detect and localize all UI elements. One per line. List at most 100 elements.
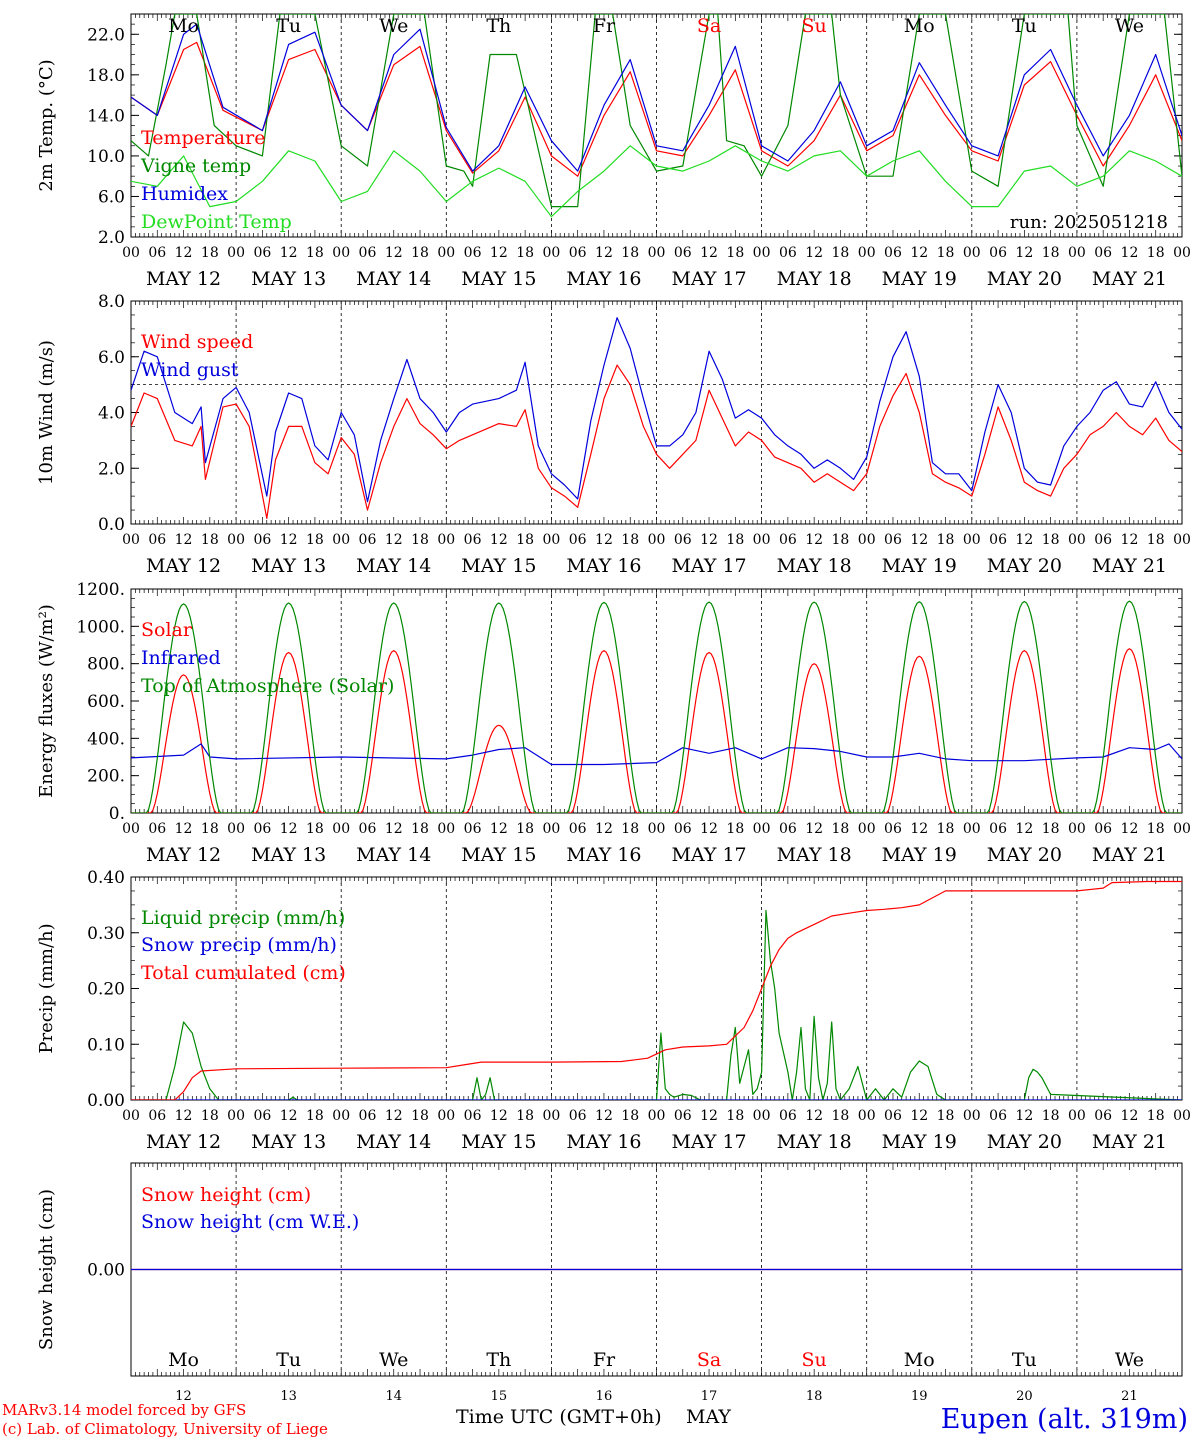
y-tick-label: 0.00 xyxy=(87,1261,125,1281)
y-tick-label: 2.0 xyxy=(98,459,125,479)
day-number-label: 12 xyxy=(175,1389,192,1404)
hour-tick-label: 12 xyxy=(385,532,403,548)
hour-tick-label: 06 xyxy=(1094,1108,1112,1124)
weekday-label: We xyxy=(1115,15,1144,37)
weekday-label: Mo xyxy=(904,1349,935,1371)
hour-tick-label: 12 xyxy=(1015,1108,1033,1124)
hour-tick-label: 06 xyxy=(569,532,587,548)
series-line-wind-0 xyxy=(131,364,1182,520)
y-tick-label: 22.0 xyxy=(87,25,125,45)
time-axis-label: Time UTC (GMT+0h) xyxy=(456,1406,662,1428)
day-number-label: 14 xyxy=(385,1389,402,1404)
hour-tick-label: 12 xyxy=(280,1108,298,1124)
y-tick-label: 4.0 xyxy=(98,404,125,424)
weekday-label: Tu xyxy=(1012,15,1037,37)
legend-label: Snow height (cm W.E.) xyxy=(141,1211,359,1233)
hour-tick-label: 00 xyxy=(1173,532,1191,548)
hour-tick-label: 18 xyxy=(726,245,744,261)
weekday-label: Fr xyxy=(593,15,616,37)
hour-tick-label: 18 xyxy=(516,1108,534,1124)
day-number-label: 13 xyxy=(280,1389,297,1404)
hour-tick-label: 18 xyxy=(516,821,534,837)
hour-tick-label: 12 xyxy=(805,821,823,837)
date-label: MAY 12 xyxy=(146,844,221,866)
y-tick-label: 0.00 xyxy=(87,1091,125,1111)
plot-frame xyxy=(130,13,1183,238)
date-label: MAY 20 xyxy=(987,268,1062,290)
date-label: MAY 18 xyxy=(777,268,852,290)
weekday-label: Tu xyxy=(1012,1349,1037,1371)
legend-label: Snow height (cm) xyxy=(141,1184,311,1206)
hour-tick-label: 00 xyxy=(648,245,666,261)
hour-tick-label: 12 xyxy=(385,245,403,261)
hour-tick-label: 18 xyxy=(1042,532,1060,548)
hour-tick-label: 06 xyxy=(779,1108,797,1124)
date-label: MAY 17 xyxy=(671,1131,746,1153)
hour-tick-label: 12 xyxy=(1015,821,1033,837)
date-label: MAY 21 xyxy=(1092,268,1167,290)
hour-tick-label: 06 xyxy=(989,245,1007,261)
hour-tick-label: 18 xyxy=(937,1108,955,1124)
hour-tick-label: 00 xyxy=(227,245,245,261)
hour-tick-label: 12 xyxy=(595,532,613,548)
hour-tick-label: 12 xyxy=(700,1108,718,1124)
hour-tick-label: 12 xyxy=(595,245,613,261)
hour-tick-label: 12 xyxy=(385,821,403,837)
weekday-label: We xyxy=(1115,1349,1144,1371)
weekday-label: Mo xyxy=(904,15,935,37)
series-line-temperature-2 xyxy=(131,23,1182,172)
hour-tick-label: 18 xyxy=(621,821,639,837)
y-tick-label: 10.0 xyxy=(87,147,125,167)
date-label: MAY 21 xyxy=(1092,555,1167,577)
legend-label: Humidex xyxy=(141,183,228,205)
panel-temperature: 2.0 6.0 10.0 14.0 18.0 22.0 2m Temp. (°C) Tempe… xyxy=(36,13,1191,290)
weekday-label: Mo xyxy=(168,15,199,37)
date-label: MAY 13 xyxy=(251,268,326,290)
panel-snow: 0.00 Snow height (cm) Snow height (cm) Snow… xyxy=(36,1162,1183,1404)
hour-tick-label: 00 xyxy=(122,821,140,837)
day-number-label: 15 xyxy=(491,1389,508,1404)
hour-tick-label: 12 xyxy=(910,821,928,837)
hour-tick-label: 00 xyxy=(858,245,876,261)
date-label: MAY 12 xyxy=(146,268,221,290)
legend-label: Temperature xyxy=(141,127,265,149)
hour-tick-label: 06 xyxy=(989,1108,1007,1124)
hour-tick-label: 18 xyxy=(621,245,639,261)
hour-tick-label: 06 xyxy=(253,245,271,261)
hour-tick-label: 18 xyxy=(306,532,324,548)
legend-label: Snow precip (mm/h) xyxy=(141,934,337,956)
series-line-wind-1 xyxy=(131,317,1182,503)
date-label: MAY 19 xyxy=(882,1131,957,1153)
hour-tick-label: 06 xyxy=(884,1108,902,1124)
hour-tick-label: 12 xyxy=(805,532,823,548)
series-line-precip-0 xyxy=(131,909,1182,1100)
hour-tick-label: 18 xyxy=(1147,821,1165,837)
hour-tick-label: 18 xyxy=(726,1108,744,1124)
hour-tick-label: 06 xyxy=(359,1108,377,1124)
legend-label: Infrared xyxy=(141,647,221,669)
hour-tick-label: 18 xyxy=(1042,821,1060,837)
panel-wind: 0.0 2.0 4.0 6.0 8.0 10m Wind (m/s) Wind speed W… xyxy=(36,292,1191,577)
y-axis-label: Precip (mm/h) xyxy=(36,923,57,1053)
hour-tick-label: 12 xyxy=(280,532,298,548)
legend-label: Total cumulated (cm) xyxy=(141,962,346,984)
hour-tick-label: 12 xyxy=(910,1108,928,1124)
hour-tick-label: 06 xyxy=(569,1108,587,1124)
date-label: MAY 15 xyxy=(461,844,536,866)
hour-tick-label: 18 xyxy=(832,532,850,548)
hour-tick-label: 12 xyxy=(1121,1108,1139,1124)
hour-tick-label: 18 xyxy=(411,532,429,548)
hour-tick-label: 00 xyxy=(963,821,981,837)
legend-label: Solar xyxy=(141,619,193,641)
hour-tick-label: 00 xyxy=(332,1108,350,1124)
hour-tick-label: 06 xyxy=(253,1108,271,1124)
hour-tick-label: 00 xyxy=(1068,1108,1086,1124)
hour-tick-label: 18 xyxy=(937,532,955,548)
hour-tick-label: 00 xyxy=(542,245,560,261)
y-tick-label: 1200. xyxy=(76,580,125,600)
y-tick-label: 6.0 xyxy=(98,348,125,368)
hour-tick-label: 00 xyxy=(437,245,455,261)
y-tick-label: 0.30 xyxy=(87,924,125,944)
date-label: MAY 20 xyxy=(987,1131,1062,1153)
